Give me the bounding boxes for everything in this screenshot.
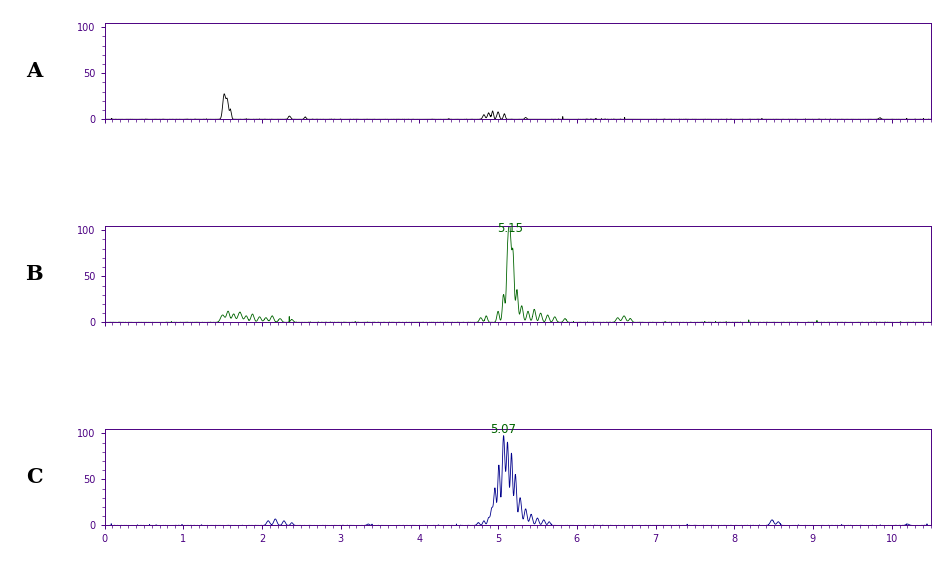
Text: A: A [26, 61, 43, 81]
Text: B: B [26, 264, 43, 284]
Text: 5.07: 5.07 [490, 423, 517, 436]
Text: C: C [26, 467, 43, 487]
Text: 5.15: 5.15 [497, 222, 522, 235]
